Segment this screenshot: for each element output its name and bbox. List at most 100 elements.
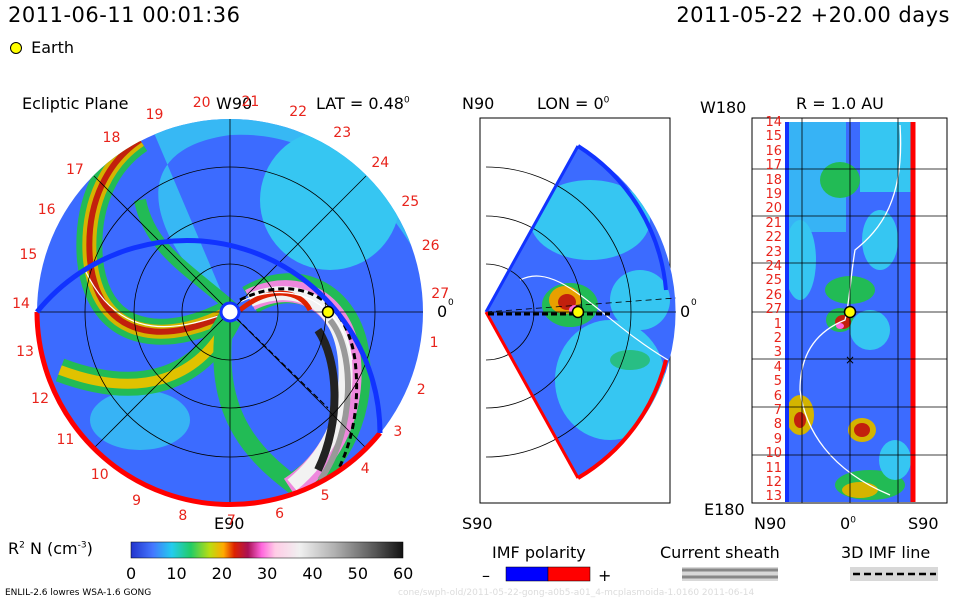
rmap-y-label: 1	[773, 316, 782, 332]
rmap-y-label: 10	[765, 446, 782, 462]
rmap-y-label: 7	[773, 402, 782, 418]
carrington-label: 25	[401, 193, 420, 210]
rmap-y-label: 15	[765, 129, 782, 145]
carrington-label: 7	[226, 512, 236, 529]
timestamp: 2011-06-11 00:01:36	[8, 3, 241, 27]
carrington-label: 22	[289, 104, 308, 121]
earth-marker-rmap	[843, 305, 857, 319]
meridional-south-label: S90	[462, 514, 493, 533]
rmap-y-label: 20	[765, 201, 782, 217]
rmap-y-label: 8	[773, 417, 782, 433]
rmap-y-label: 23	[765, 244, 782, 260]
watermark: cone/swph-old/2011-05-22-gong-a0b5-a01_4…	[398, 588, 755, 598]
rmap-y-label: 17	[765, 158, 782, 174]
meridional-panel	[479, 117, 677, 504]
colorbar	[130, 541, 404, 559]
rmap-y-label: 25	[765, 273, 782, 289]
earth-marker-ecliptic	[321, 305, 335, 319]
rmap-y-label: 18	[765, 172, 782, 188]
ecliptic-rim-negative	[35, 237, 383, 434]
ecliptic-top-label: W90	[216, 94, 253, 113]
meridional-north-label: N90	[462, 94, 495, 113]
meridional-right-deg: 0	[691, 298, 697, 308]
colorbar-tick: 20	[211, 564, 233, 583]
carrington-label: 4	[360, 460, 370, 477]
carrington-label: 14	[12, 295, 30, 312]
earth-marker-meridional	[571, 305, 585, 319]
colorbar-tick: 10	[166, 564, 187, 583]
rmap-y-label: 22	[765, 230, 782, 246]
carrington-label: 2	[416, 381, 426, 398]
meridional-lon-label: LON = 00	[537, 94, 610, 113]
rmap-y-label: 11	[765, 460, 782, 476]
carrington-label: 8	[178, 508, 188, 525]
carrington-label: 9	[132, 492, 142, 509]
rmap-y-label: 19	[765, 186, 782, 202]
carrington-label: 1	[429, 334, 439, 351]
rmap-y-label: 21	[765, 215, 782, 231]
rmap-top-label: W180	[700, 98, 747, 117]
carrington-label: 24	[371, 155, 390, 172]
rmap-y-label: 16	[765, 143, 782, 159]
rmap-title: R = 1.0 AU	[796, 94, 884, 113]
rmap-x-label-s90: S90	[908, 514, 939, 533]
rmap-x-label-0: 00	[840, 514, 856, 533]
imf-polarity-title: IMF polarity	[492, 543, 586, 562]
ecliptic-right-label: 0	[437, 302, 448, 321]
carrington-label: 27	[431, 285, 450, 302]
imf-line-title: 3D IMF line	[841, 543, 931, 562]
imf-polarity-negative	[505, 566, 549, 582]
rmap-y-label: 24	[765, 258, 782, 274]
run-info: 2011-05-22 +20.00 days	[676, 3, 950, 27]
ecliptic-right-deg: 0	[448, 298, 454, 308]
carrington-label: 16	[37, 202, 56, 219]
colorbar-tick: 60	[393, 564, 414, 583]
rmap-y-label: 12	[765, 474, 782, 490]
rmap-grid	[752, 118, 947, 503]
carrington-label: 20	[192, 95, 211, 112]
rmap-y-label: 13	[765, 489, 782, 505]
carrington-label: 17	[65, 162, 84, 179]
imf-line-swatch	[850, 567, 938, 581]
carrington-label: 5	[320, 488, 330, 505]
rmap-frame	[751, 117, 948, 504]
carrington-label: 3	[393, 424, 403, 441]
earth-icon	[10, 41, 22, 54]
carrington-label: 18	[102, 130, 121, 147]
carrington-label: 10	[90, 466, 109, 483]
rmap-cross-marker: ×	[845, 353, 855, 367]
rmap-y-label: 9	[773, 431, 782, 447]
rmap-y-label: 3	[773, 345, 782, 361]
ecliptic-rim-positive	[34, 311, 382, 508]
ecliptic-bottom-label: E90	[214, 514, 245, 533]
carrington-label: 21	[241, 93, 260, 110]
rmap-bottom-label: E180	[704, 500, 745, 519]
carrington-label: 23	[333, 124, 352, 141]
carrington-label: 26	[421, 238, 440, 255]
meridional-right-label: 0	[680, 302, 691, 321]
earth-legend-label: Earth	[31, 38, 74, 57]
ecliptic-title: Ecliptic Plane	[22, 94, 129, 113]
imf-polarity-plus: +	[598, 566, 612, 585]
carrington-label: 15	[19, 247, 38, 264]
current-sheath-title: Current sheath	[660, 543, 780, 562]
colorbar-tick: 40	[302, 564, 323, 583]
rmap-y-label: 5	[773, 374, 782, 390]
earth-legend: Earth	[10, 37, 74, 57]
colorbar-tick: 50	[347, 564, 369, 583]
rmap-panel: ×	[751, 117, 948, 504]
colorbar-tick: 0	[126, 564, 137, 583]
rmap-y-label: 4	[773, 359, 782, 375]
imf-polarity-positive	[547, 566, 591, 582]
rmap-y-label: 6	[773, 388, 782, 404]
rmap-y-label: 27	[765, 302, 782, 318]
rmap-y-label: 26	[765, 287, 782, 303]
rmap-x-label-n90: N90	[754, 514, 787, 533]
carrington-label: 19	[145, 107, 164, 124]
imf-polarity-minus: –	[482, 566, 490, 585]
rmap-y-label: 2	[773, 330, 782, 346]
carrington-label: 13	[16, 344, 34, 361]
sun-marker	[219, 301, 241, 323]
model-info: ENLIL-2.6 lowres WSA-1.6 GONG	[5, 588, 152, 598]
